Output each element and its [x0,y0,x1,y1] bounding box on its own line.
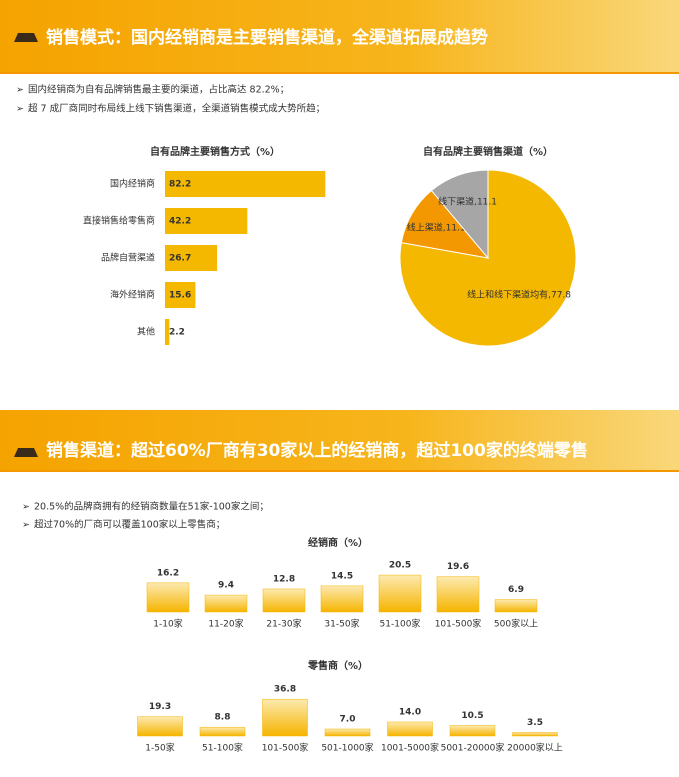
bar [378,574,422,613]
bullet-marker: ➢ [22,502,30,513]
category-label: 其他 [137,326,155,338]
category-label: 20000家以上 [507,742,563,754]
category-label: 1-50家 [145,742,174,754]
value-label: 26.7 [169,254,191,264]
bar [436,576,480,613]
slice-label: 线上和线下渠道均有,77.8 [467,289,571,301]
value-label: 20.5 [389,561,411,571]
value-label: 2.2 [169,328,185,338]
bar [146,582,190,613]
value-label: 15.6 [169,291,191,301]
bar [165,282,196,308]
header-band [0,410,679,470]
category-label: 101-500家 [435,618,482,630]
value-label: 16.2 [157,568,179,578]
bullet-marker: ➢ [16,85,24,96]
slice-label: 线下渠道,11.1 [438,195,497,207]
bullet: 超过70%的厂商可以覆盖100家以上零售商； [34,519,225,531]
value-label: 19.6 [447,562,469,572]
bar [137,716,183,737]
chart-title: 自有品牌主要销售渠道（%） [423,145,553,158]
bullet: 超 7 成厂商同时布局线上线下销售渠道，全渠道销售模式成大势所趋； [28,103,325,115]
category-label: 品牌自营渠道 [101,252,155,264]
value-label: 12.8 [273,574,295,584]
value-label: 6.9 [508,585,524,595]
header-band [0,0,679,72]
bar [449,725,496,737]
bar [320,585,364,613]
category-label: 海外经销商 [110,289,155,301]
header-icon [14,448,38,457]
bar [262,698,308,737]
value-label: 42.2 [169,217,191,227]
value-label: 36.8 [274,685,296,695]
category-label: 500家以上 [494,618,538,630]
category-label: 31-50家 [324,618,359,630]
bar [262,588,306,613]
slide-title: 销售渠道：超过60%厂商有30家以上的经销商，超过100家的终端零售 [46,440,588,461]
bar [165,245,218,271]
bar [199,726,246,737]
bar [387,721,433,737]
category-label: 11-20家 [208,618,243,630]
header-rule [0,470,679,472]
header-rule [0,72,679,74]
bar [204,594,248,613]
category-label: 501-1000家 [321,742,373,754]
value-label: 82.2 [169,180,191,190]
value-label: 10.5 [461,711,483,721]
bullet: 国内经销商为自有品牌销售最主要的渠道，占比高达 82.2%； [28,84,289,96]
category-label: 51-100家 [202,742,243,754]
bar [512,732,558,737]
chart-title: 经销商（%） [308,536,368,549]
bullet: 20.5%的品牌商拥有的经销商数量在51家-100家之间； [34,501,269,513]
value-label: 8.8 [215,713,231,723]
slide-title: 销售模式：国内经销商是主要销售渠道，全渠道拓展成趋势 [46,27,488,48]
bar [165,319,170,345]
bar [324,728,371,737]
category-label: 1-10家 [153,618,182,630]
bar [165,208,248,234]
value-label: 14.0 [399,708,421,718]
category-label: 21-30家 [266,618,301,630]
bullet-marker: ➢ [22,520,30,531]
value-label: 19.3 [149,702,171,712]
value-label: 14.5 [331,571,353,581]
bar [165,171,326,197]
value-label: 9.4 [218,581,234,591]
slice-label: 线上渠道,11.1 [407,222,466,234]
category-label: 国内经销商 [110,178,155,190]
value-label: 7.0 [340,715,356,725]
chart-title: 自有品牌主要销售方式（%） [150,145,280,158]
pie-slice [430,169,489,260]
bullet-marker: ➢ [16,104,24,115]
bar [494,599,538,613]
header-icon [14,33,38,42]
category-label: 51-100家 [380,618,421,630]
value-label: 3.5 [527,718,543,728]
category-label: 1001-5000家 [381,742,439,754]
category-label: 5001-20000家 [441,742,505,754]
category-label: 直接销售给零售商 [83,215,155,227]
category-label: 101-500家 [262,742,309,754]
chart-title: 零售商（%） [307,659,368,672]
